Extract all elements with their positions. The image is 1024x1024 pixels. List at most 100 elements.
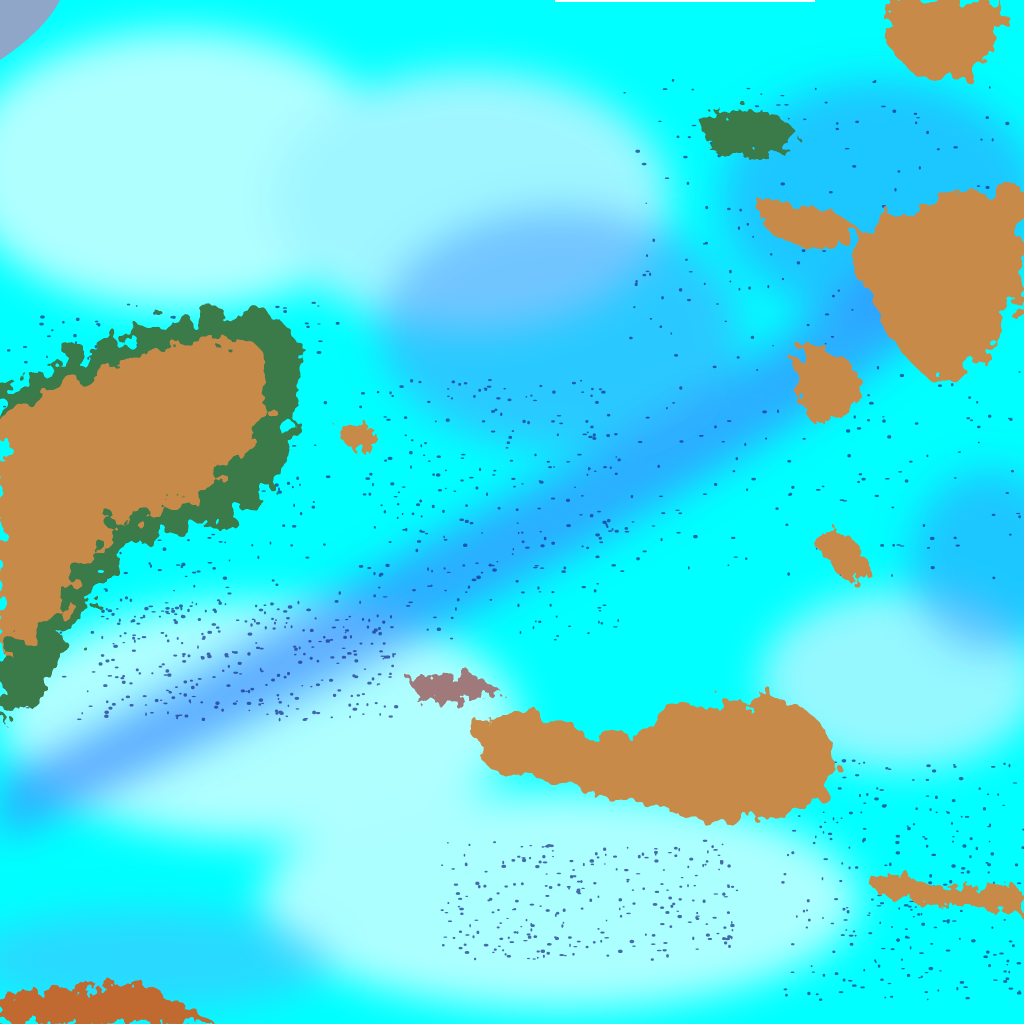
speckle — [373, 628, 378, 632]
speckle — [493, 948, 497, 951]
speckle — [458, 382, 462, 386]
speckle — [463, 382, 468, 385]
speckle — [884, 864, 888, 867]
speckle — [696, 911, 699, 915]
speckle — [874, 797, 879, 801]
speckle — [382, 596, 388, 598]
speckle — [970, 419, 974, 422]
speckle — [926, 454, 929, 458]
speckle — [894, 188, 897, 192]
speckle — [951, 799, 956, 803]
speckle — [296, 476, 300, 481]
speckle — [547, 844, 552, 846]
speckle — [987, 871, 990, 874]
speckle — [542, 954, 545, 958]
speckle — [255, 646, 261, 650]
thin-cloud-band — [0, 80, 1024, 1010]
speckle — [895, 840, 900, 845]
speckle — [665, 910, 670, 914]
speckle — [282, 307, 288, 309]
speckle — [543, 536, 547, 541]
speckle — [829, 837, 833, 841]
speckle — [174, 686, 178, 689]
speckle — [932, 769, 937, 773]
speckle — [168, 690, 172, 694]
speckle — [605, 523, 608, 527]
speckle — [592, 437, 597, 440]
speckle — [544, 885, 548, 887]
speckle — [703, 282, 706, 286]
speckle — [898, 907, 901, 910]
speckle — [904, 928, 908, 930]
speckle — [636, 557, 640, 561]
speckle — [614, 433, 618, 436]
speckle — [855, 774, 860, 777]
speckle — [863, 968, 866, 972]
speckle — [922, 523, 926, 527]
speckle — [176, 716, 179, 720]
speckle — [539, 905, 542, 907]
speckle — [593, 470, 597, 472]
speckle — [120, 676, 125, 680]
speckle — [465, 895, 469, 898]
speckle — [667, 851, 672, 854]
speckle — [760, 93, 763, 96]
speckle — [504, 885, 508, 888]
speckle — [953, 477, 957, 479]
speckle — [862, 761, 866, 764]
speckle — [521, 591, 525, 594]
speckle — [171, 607, 174, 610]
speckle — [930, 566, 935, 570]
speckle — [811, 971, 815, 973]
speckle — [136, 622, 141, 625]
speckle — [551, 420, 555, 423]
speckle — [566, 461, 571, 463]
speckle — [538, 860, 542, 864]
speckle — [376, 391, 380, 394]
speckle — [389, 391, 392, 395]
speckle — [962, 844, 967, 848]
speckle — [892, 543, 895, 547]
speckle — [885, 767, 889, 770]
speckle — [1006, 959, 1010, 963]
speckle — [258, 608, 264, 612]
speckle — [511, 553, 514, 556]
speckle — [966, 870, 970, 874]
speckle — [366, 703, 369, 707]
speckle — [990, 852, 995, 856]
speckle — [287, 605, 293, 609]
speckle — [197, 645, 199, 649]
speckle — [511, 477, 516, 481]
speckle — [432, 473, 435, 476]
speckle — [320, 679, 324, 681]
speckle — [515, 508, 519, 512]
speckle — [483, 884, 487, 888]
speckle — [906, 973, 911, 978]
speckle — [694, 874, 698, 877]
speckle — [365, 477, 371, 481]
speckle — [728, 944, 731, 949]
speckle — [372, 482, 374, 487]
speckle — [174, 613, 178, 616]
speckle — [374, 702, 378, 705]
speckle — [695, 948, 699, 950]
speckle — [830, 335, 835, 338]
corner-region — [0, 0, 60, 60]
speckle — [695, 915, 700, 917]
speckle — [1016, 991, 1022, 995]
speckle — [824, 101, 828, 104]
speckle — [662, 949, 667, 952]
speckle — [490, 564, 495, 567]
speckle — [987, 863, 992, 867]
speckle — [579, 514, 583, 516]
speckle — [278, 710, 283, 714]
speckle — [464, 951, 470, 954]
speckle — [953, 536, 957, 540]
speckle — [363, 668, 367, 670]
speckle — [676, 531, 681, 534]
speckle — [349, 715, 351, 719]
speckle — [633, 306, 636, 309]
speckle — [661, 296, 664, 300]
speckle — [512, 548, 515, 551]
